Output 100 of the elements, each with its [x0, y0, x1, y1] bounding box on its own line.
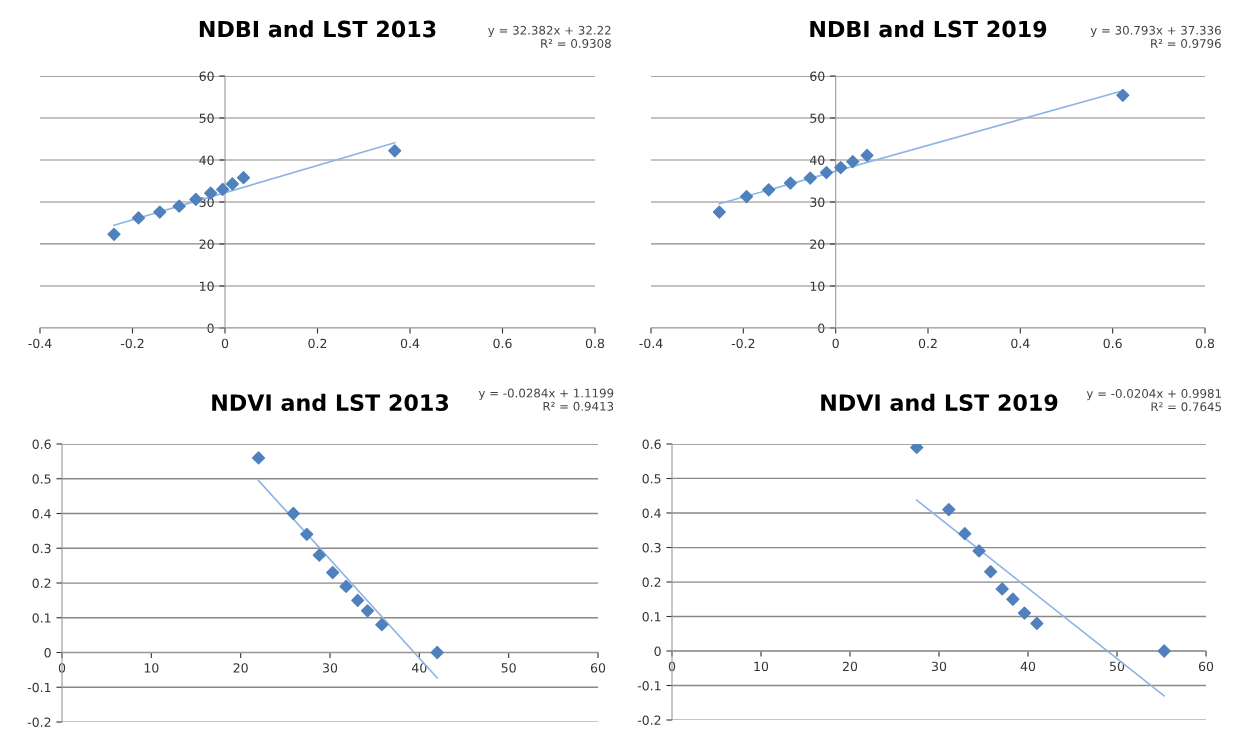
y-tick-label: 60: [810, 71, 825, 81]
point: [312, 548, 326, 562]
x-tick-label: 0.4: [1011, 338, 1030, 349]
x-tick-label: 50: [1110, 661, 1125, 672]
point: [739, 189, 754, 204]
x-tick-label: -0.2: [731, 338, 755, 349]
y-tick-label: 0.4: [32, 508, 51, 519]
chart-title: NDVI and LST 2013: [212, 393, 449, 411]
point: [286, 506, 300, 521]
point: [1017, 606, 1032, 620]
y-tick-label: 50: [810, 113, 825, 123]
x-tick-label: 30: [932, 661, 947, 672]
point: [860, 148, 874, 162]
point: [153, 205, 167, 219]
point: [107, 227, 121, 241]
x-tick-label: 0.6: [1103, 338, 1122, 349]
point: [910, 444, 924, 455]
y-tick-label: 60: [199, 71, 214, 81]
y-tick-label: 0.3: [32, 543, 51, 554]
text: y = -0.0284x + 1.1199 R² = 0.9413: [478, 388, 614, 411]
y-tick-label: 0.2: [642, 577, 661, 587]
x-tick-label: 10: [754, 661, 769, 672]
point: [225, 177, 239, 191]
point: [803, 171, 817, 185]
point: [326, 565, 340, 580]
text: y = 30.793x + 37.336 R² = 0.9796: [1090, 25, 1221, 48]
x-tick-label: 0: [668, 661, 676, 672]
x-tick-label: 0.2: [918, 338, 937, 349]
y-tick-label: 0: [44, 647, 51, 658]
point: [351, 593, 365, 607]
point: [1157, 644, 1171, 658]
point: [819, 166, 834, 180]
point: [1006, 592, 1020, 606]
point: [131, 211, 146, 225]
point: [236, 171, 251, 185]
chart-title: NDBI and LST 2013: [199, 20, 436, 38]
text: y = -0.0204x + 0.9981 R² = 0.7645: [1086, 389, 1221, 412]
y-tick-label: 50: [199, 113, 214, 123]
point: [1030, 616, 1044, 630]
x-tick-label: 0.6: [493, 338, 512, 349]
y-tick-label: 0.6: [32, 439, 51, 449]
point: [942, 502, 956, 517]
y-tick-label: 0: [654, 646, 661, 656]
y-tick-label: 0.1: [32, 613, 51, 623]
y-tick-label: 0: [818, 323, 825, 333]
point: [339, 579, 353, 594]
point: [712, 205, 726, 219]
point: [783, 176, 798, 190]
point: [300, 527, 314, 541]
y-tick-label: -0.2: [637, 715, 661, 725]
chart-title: NDVI and LST 2019: [821, 393, 1058, 411]
y-tick-label: 0.3: [642, 542, 661, 553]
x-tick-label: 0.8: [1195, 338, 1215, 349]
y-tick-label: -0.1: [637, 680, 661, 691]
x-tick-label: 0: [221, 338, 229, 349]
point: [834, 160, 848, 175]
x-tick-label: 60: [1198, 661, 1214, 672]
y-tick-label: 20: [199, 239, 214, 249]
x-tick-label: 20: [842, 661, 858, 672]
point: [172, 199, 186, 213]
y-tick-label: 0.2: [32, 578, 51, 588]
y-tick-label: 0.6: [642, 439, 661, 449]
y-tick-label: 40: [809, 155, 825, 165]
y-tick-label: 30: [810, 197, 825, 207]
text: y = 32.382x + 32.22 R² = 0.9308: [488, 25, 611, 48]
point: [958, 527, 972, 541]
point: [1116, 88, 1130, 102]
x-tick-label: -0.4: [28, 338, 52, 349]
point: [360, 604, 375, 618]
y-tick-label: 10: [810, 281, 825, 291]
y-tick-label: 20: [810, 239, 825, 249]
point: [216, 182, 230, 196]
x-tick-label: 0: [832, 338, 839, 349]
x-tick-label: 40: [1020, 661, 1036, 672]
x-tick-label: 0.8: [585, 338, 605, 349]
chart-title: NDBI and LST 2019: [810, 20, 1047, 38]
x-tick-label: -0.4: [639, 338, 663, 349]
y-tick-label: 0.1: [642, 611, 661, 622]
x-tick-label: 0.2: [308, 338, 327, 349]
x-tick-label: 60: [590, 663, 606, 673]
y-tick-label: 0.5: [32, 474, 51, 484]
y-tick-label: 0.5: [642, 473, 661, 484]
point: [984, 565, 998, 579]
point: [430, 645, 444, 660]
x-tick-label: -0.2: [120, 338, 144, 349]
y-tick-label: 0.4: [642, 508, 661, 518]
point: [251, 451, 266, 465]
x-tick-label: 50: [501, 663, 516, 673]
y-tick-label: 40: [199, 155, 214, 165]
x-tick-label: 30: [323, 663, 338, 673]
y-tick-label: -0.2: [27, 717, 51, 727]
point: [375, 618, 389, 632]
x-tick-label: 0: [58, 663, 66, 673]
point: [995, 582, 1009, 596]
x-tick-label: 0.4: [400, 338, 420, 349]
x-tick-label: 10: [144, 663, 159, 673]
point: [846, 155, 860, 169]
point: [762, 183, 776, 197]
y-tick-label: -0.1: [27, 682, 51, 693]
y-tick-label: 10: [200, 281, 214, 291]
